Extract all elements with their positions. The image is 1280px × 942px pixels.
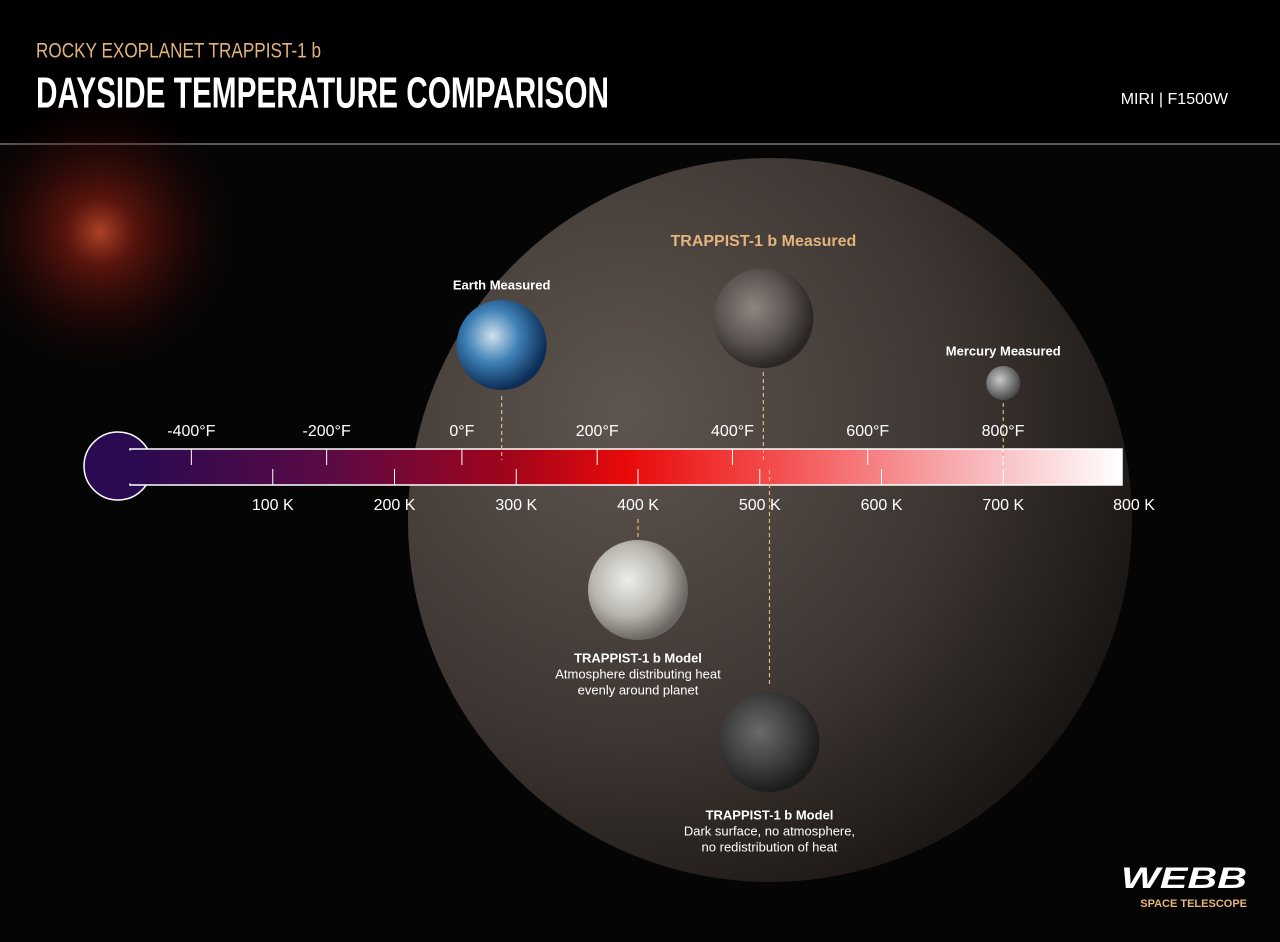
planet (986, 366, 1021, 400)
thermometer-bar (129, 448, 1123, 486)
marker-label: TRAPPIST-1 b Measured (670, 233, 856, 250)
fahrenheit-tick-label: 600°F (846, 423, 889, 440)
thermometer (83, 431, 1123, 501)
planet (588, 540, 688, 640)
kelvin-tick-label: 500 K (739, 497, 781, 514)
header-subtitle: ROCKY EXOPLANET TRAPPIST-1 b (36, 40, 321, 63)
kelvin-tick-label: 800 K (1113, 497, 1155, 514)
planet (713, 268, 814, 368)
marker-label: TRAPPIST-1 b Model (706, 807, 834, 822)
fahrenheit-tick-label: -400°F (167, 423, 215, 440)
kelvin-tick-label: 600 K (861, 497, 903, 514)
fahrenheit-tick-label: -200°F (303, 423, 351, 440)
star-glow (0, 92, 240, 372)
marker-description: Atmosphere distributing heat (555, 666, 721, 681)
header-title: DAYSIDE TEMPERATURE COMPARISON (36, 69, 609, 118)
fahrenheit-tick-label: 400°F (711, 423, 754, 440)
marker-label: Earth Measured (453, 277, 551, 292)
planet (719, 692, 820, 792)
instrument: MIRI | F1500W (1121, 91, 1229, 108)
marker-label: TRAPPIST-1 b Model (574, 650, 702, 665)
header-band (0, 0, 1280, 143)
kelvin-tick-label: 700 K (982, 497, 1024, 514)
marker-description: no redistribution of heat (702, 839, 838, 854)
marker-label: Mercury Measured (946, 343, 1061, 358)
fahrenheit-tick-label: 200°F (576, 423, 619, 440)
marker-description: evenly around planet (578, 682, 699, 697)
logo-name: WEBB (1121, 862, 1247, 895)
marker-description: Dark surface, no atmosphere, (684, 823, 855, 838)
kelvin-tick-label: 100 K (252, 497, 294, 514)
planet (456, 300, 547, 390)
kelvin-tick-label: 400 K (617, 497, 659, 514)
logo-tagline: SPACE TELESCOPE (1140, 898, 1247, 910)
kelvin-tick-label: 300 K (495, 497, 537, 514)
fahrenheit-tick-label: 0°F (449, 423, 474, 440)
thermometer-joint (118, 450, 138, 484)
kelvin-tick-label: 200 K (374, 497, 416, 514)
